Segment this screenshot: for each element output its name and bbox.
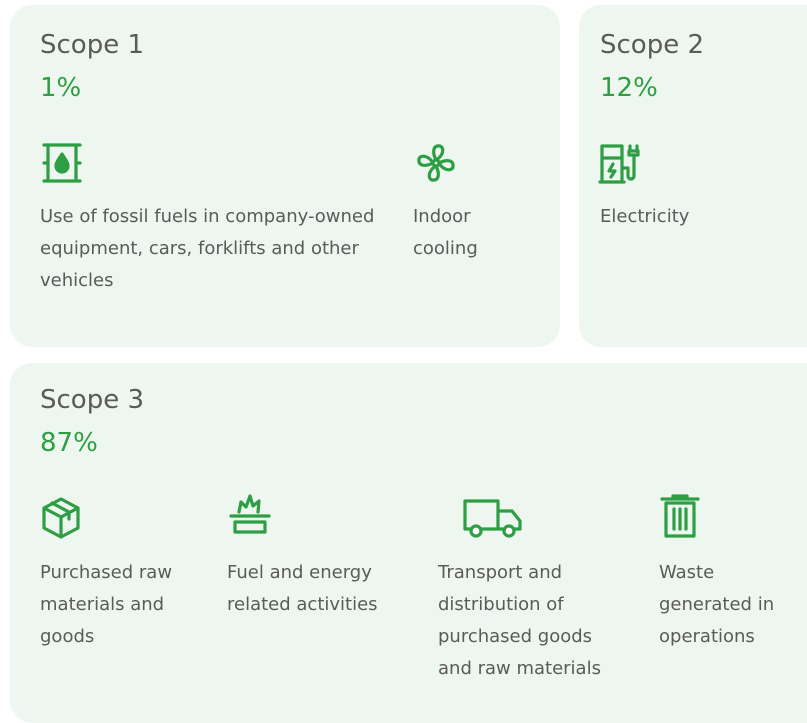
scope-percent: 12% bbox=[600, 73, 658, 103]
item-label: Indoor cooling bbox=[413, 206, 478, 259]
scope-title: Scope 2 bbox=[600, 30, 705, 60]
page: {"scopes": [ {"title": "Scope 1", "perce… bbox=[10, 5, 807, 723]
item-label: Electricity bbox=[600, 206, 690, 227]
scope-title: Scope 1 bbox=[40, 30, 145, 60]
fuel-icon bbox=[229, 494, 271, 534]
scope-card bbox=[10, 5, 560, 347]
item-label: Purchased raw materials and goods bbox=[40, 562, 173, 647]
scope-percent: 87% bbox=[40, 428, 98, 458]
item-label: Use of fossil fuels in company-owned equ… bbox=[40, 206, 375, 291]
item-label: Waste generated in operations bbox=[659, 562, 775, 647]
item-label: Fuel and energy related activities bbox=[227, 562, 378, 615]
item-label: Transport and distribution of purchased … bbox=[438, 562, 601, 679]
trash-icon bbox=[660, 494, 700, 538]
charger-icon bbox=[598, 144, 640, 184]
box-icon bbox=[42, 497, 80, 539]
barrel-icon bbox=[42, 143, 82, 183]
truck-icon bbox=[463, 499, 522, 538]
scope-card bbox=[10, 363, 807, 723]
fan-icon bbox=[417, 144, 455, 182]
scope-percent: 1% bbox=[40, 73, 82, 103]
scope-title: Scope 3 bbox=[40, 385, 145, 415]
scope-card bbox=[579, 5, 807, 347]
